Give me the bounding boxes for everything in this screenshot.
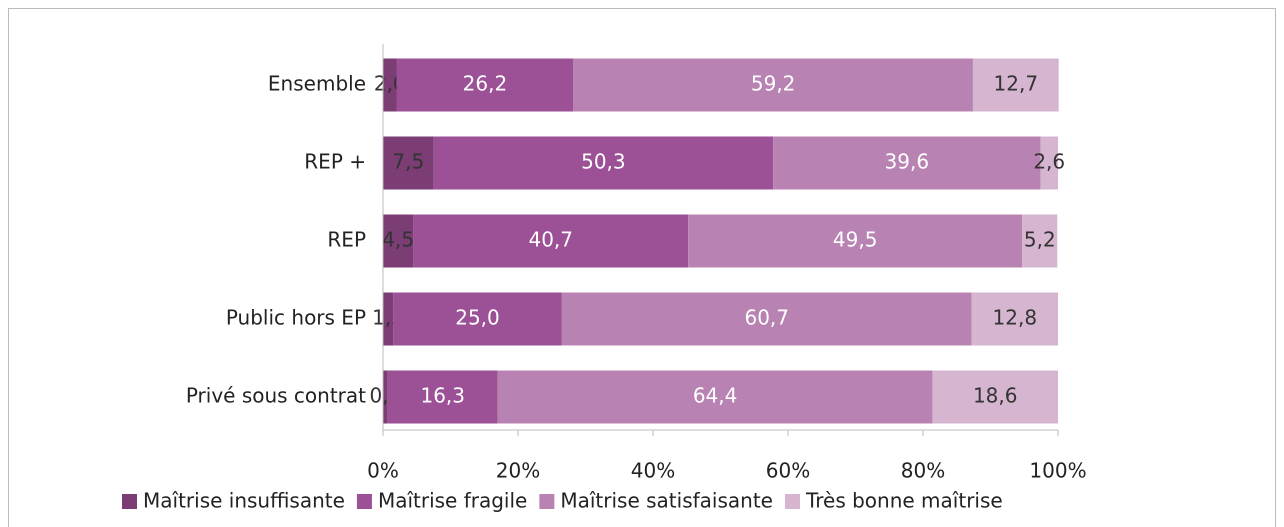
data-label: 7,5 (392, 150, 424, 174)
data-label: 5,2 (1024, 228, 1056, 252)
legend-swatch (122, 494, 137, 509)
bar-segment (393, 292, 562, 346)
bar-segment (433, 136, 774, 190)
data-label: 39,6 (885, 150, 930, 174)
legend-swatch (784, 494, 800, 509)
data-label: 40,7 (528, 228, 573, 252)
chart-frame (8, 8, 1276, 527)
bar-segment (1022, 214, 1058, 268)
x-tick-label: 40% (631, 459, 675, 483)
y-tick-label: Ensemble (268, 72, 366, 96)
x-tick-label: 80% (901, 459, 945, 483)
bar-segment (396, 58, 574, 112)
legend-label: Maîtrise satisfaisante (560, 489, 773, 513)
x-tick-label: 20% (496, 459, 540, 483)
data-label: 50,3 (581, 150, 626, 174)
legend-label: Maîtrise insuffisante (143, 489, 345, 513)
legend-label: Très bonne maîtrise (805, 489, 1003, 513)
data-label: 2,6 (1033, 150, 1065, 174)
bar-segment (387, 370, 498, 424)
y-tick-label: REP (327, 228, 366, 252)
legend-label: Maîtrise fragile (378, 489, 527, 513)
bar-segment (972, 58, 1059, 112)
y-tick-label: Privé sous contrat (186, 384, 366, 408)
legend-swatch (539, 494, 555, 509)
bar-segment (383, 136, 434, 190)
data-label: 4,5 (382, 228, 414, 252)
bar-segment (971, 292, 1058, 346)
data-label: 25,0 (455, 306, 500, 330)
bar-segment (1040, 136, 1058, 190)
data-label: 18,6 (973, 384, 1018, 408)
legend-swatch (356, 494, 372, 509)
bar-segment (932, 370, 1058, 424)
data-label: 16,3 (420, 384, 465, 408)
bar-segment (773, 136, 1041, 190)
bar-segment (413, 214, 689, 268)
data-label: 60,7 (744, 306, 789, 330)
bar-segment (688, 214, 1023, 268)
y-tick-label: REP + (304, 150, 366, 174)
bar-segment (573, 58, 973, 112)
data-label: 12,7 (994, 72, 1039, 96)
bar-segment (383, 214, 414, 268)
x-tick-label: 60% (766, 459, 810, 483)
bar-segment (383, 58, 397, 112)
data-label: 26,2 (463, 72, 508, 96)
x-tick-label: 100% (1029, 459, 1086, 483)
bar-segment (383, 370, 388, 424)
bar-segment (561, 292, 972, 346)
bar-segment (497, 370, 933, 424)
y-tick-label: Public hors EP (226, 306, 366, 330)
data-label: 64,4 (693, 384, 738, 408)
x-tick-label: 0% (367, 459, 399, 483)
data-label: 12,8 (993, 306, 1038, 330)
data-label: 49,5 (833, 228, 878, 252)
bar-segment (383, 292, 394, 346)
data-label: 59,2 (751, 72, 796, 96)
